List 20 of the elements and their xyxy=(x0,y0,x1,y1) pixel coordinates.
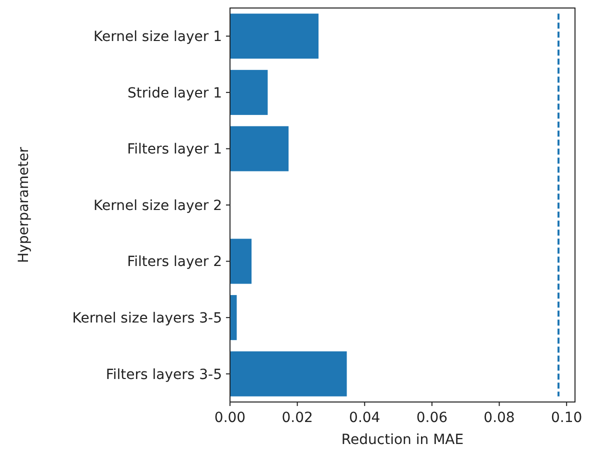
x-tick-label: 0.10 xyxy=(551,410,582,426)
y-tick-label: Kernel size layer 1 xyxy=(93,29,222,46)
y-tick-label: Filters layer 2 xyxy=(127,254,222,270)
bar xyxy=(230,351,347,396)
y-tick-label: Filters layers 3-5 xyxy=(106,366,222,383)
y-tick-label: Kernel size layer 2 xyxy=(93,198,222,214)
bar xyxy=(230,14,319,59)
x-tick-label: 0.06 xyxy=(416,410,448,426)
x-tick-label: 0.00 xyxy=(214,410,246,426)
y-tick-label: Filters layer 1 xyxy=(127,142,222,158)
x-tick-label: 0.02 xyxy=(282,410,313,426)
bar xyxy=(230,126,289,172)
y-tick-label: Kernel size layers 3-5 xyxy=(72,310,222,326)
x-tick-label: 0.04 xyxy=(349,410,380,426)
x-tick-label: 0.08 xyxy=(484,410,515,426)
bar xyxy=(230,70,268,115)
y-tick-label: Stride layer 1 xyxy=(128,85,222,102)
y-axis-title: Hyperparameter xyxy=(16,146,32,263)
x-axis-title: Reduction in MAE xyxy=(341,432,464,448)
bar xyxy=(230,238,252,284)
